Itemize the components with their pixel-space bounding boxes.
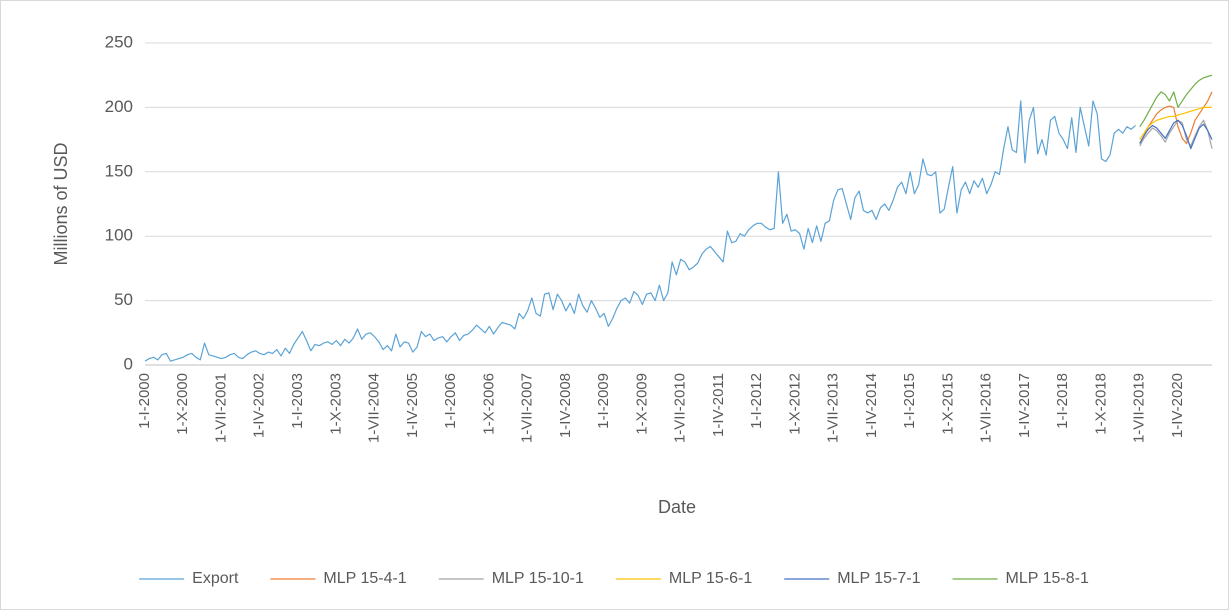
x-tick-label: 1-IV-2008: [557, 373, 574, 438]
x-tick-label: 1-VII-2019: [1131, 373, 1148, 443]
x-tick-label: 1-IV-2014: [863, 373, 880, 438]
series-line: [1139, 119, 1213, 149]
x-tick-label: 1-X-2009: [633, 373, 650, 435]
y-tick-label: 200: [105, 97, 133, 116]
x-tick-label: 1-IV-2002: [251, 373, 268, 438]
x-tick-label: 1-X-2015: [939, 373, 956, 435]
legend-label: MLP 15-7-1: [837, 570, 920, 587]
x-tick-label: 1-VII-2004: [366, 373, 383, 443]
x-tick-label: 1-I-2015: [901, 373, 918, 429]
x-tick-label: 1-X-2000: [174, 373, 191, 435]
y-tick-label: 250: [105, 32, 133, 51]
x-tick-label: 1-X-2018: [1092, 373, 1109, 435]
y-tick-label: 150: [105, 161, 133, 180]
x-tick-label: 1-IV-2005: [404, 373, 421, 438]
y-tick-label: 0: [124, 354, 133, 373]
y-tick-label: 50: [114, 290, 133, 309]
series-line: [1139, 119, 1213, 150]
x-tick-label: 1-VII-2016: [978, 373, 995, 443]
y-tick-label: 100: [105, 226, 133, 245]
x-tick-label: 1-X-2012: [786, 373, 803, 435]
x-tick-label: 1-I-2006: [442, 373, 459, 429]
legend-label: MLP 15-6-1: [669, 570, 752, 587]
series-line: [1139, 74, 1213, 128]
x-tick-label: 1-I-2000: [136, 373, 153, 429]
series-line: [1139, 106, 1212, 140]
x-tick-label: 1-X-2006: [480, 373, 497, 435]
legend-label: MLP 15-8-1: [1006, 570, 1089, 587]
x-tick-label: 1-IV-2011: [710, 373, 727, 437]
x-tick-label: 1-IV-2017: [1016, 373, 1033, 438]
x-tick-label: 1-I-2009: [595, 373, 612, 429]
x-tick-label: 1-I-2018: [1054, 373, 1071, 429]
x-tick-label: 1-VII-2013: [825, 373, 842, 443]
legend-label: MLP 15-10-1: [492, 570, 584, 587]
x-tick-label: 1-X-2003: [327, 373, 344, 435]
x-tick-label: 1-IV-2020: [1169, 373, 1186, 438]
x-tick-label: 1-VII-2010: [672, 373, 689, 443]
x-axis-title: Date: [658, 497, 696, 517]
series-line: [1139, 91, 1213, 145]
series-line: [144, 100, 1136, 362]
legend-label: MLP 15-4-1: [323, 570, 406, 587]
x-tick-label: 1-VII-2001: [212, 373, 229, 443]
y-axis-title: Millions of USD: [51, 142, 71, 265]
x-tick-label: 1-I-2012: [748, 373, 765, 429]
x-tick-label: 1-VII-2007: [519, 373, 536, 443]
legend-label: Export: [192, 570, 239, 587]
x-tick-label: 1-I-2003: [289, 373, 306, 429]
